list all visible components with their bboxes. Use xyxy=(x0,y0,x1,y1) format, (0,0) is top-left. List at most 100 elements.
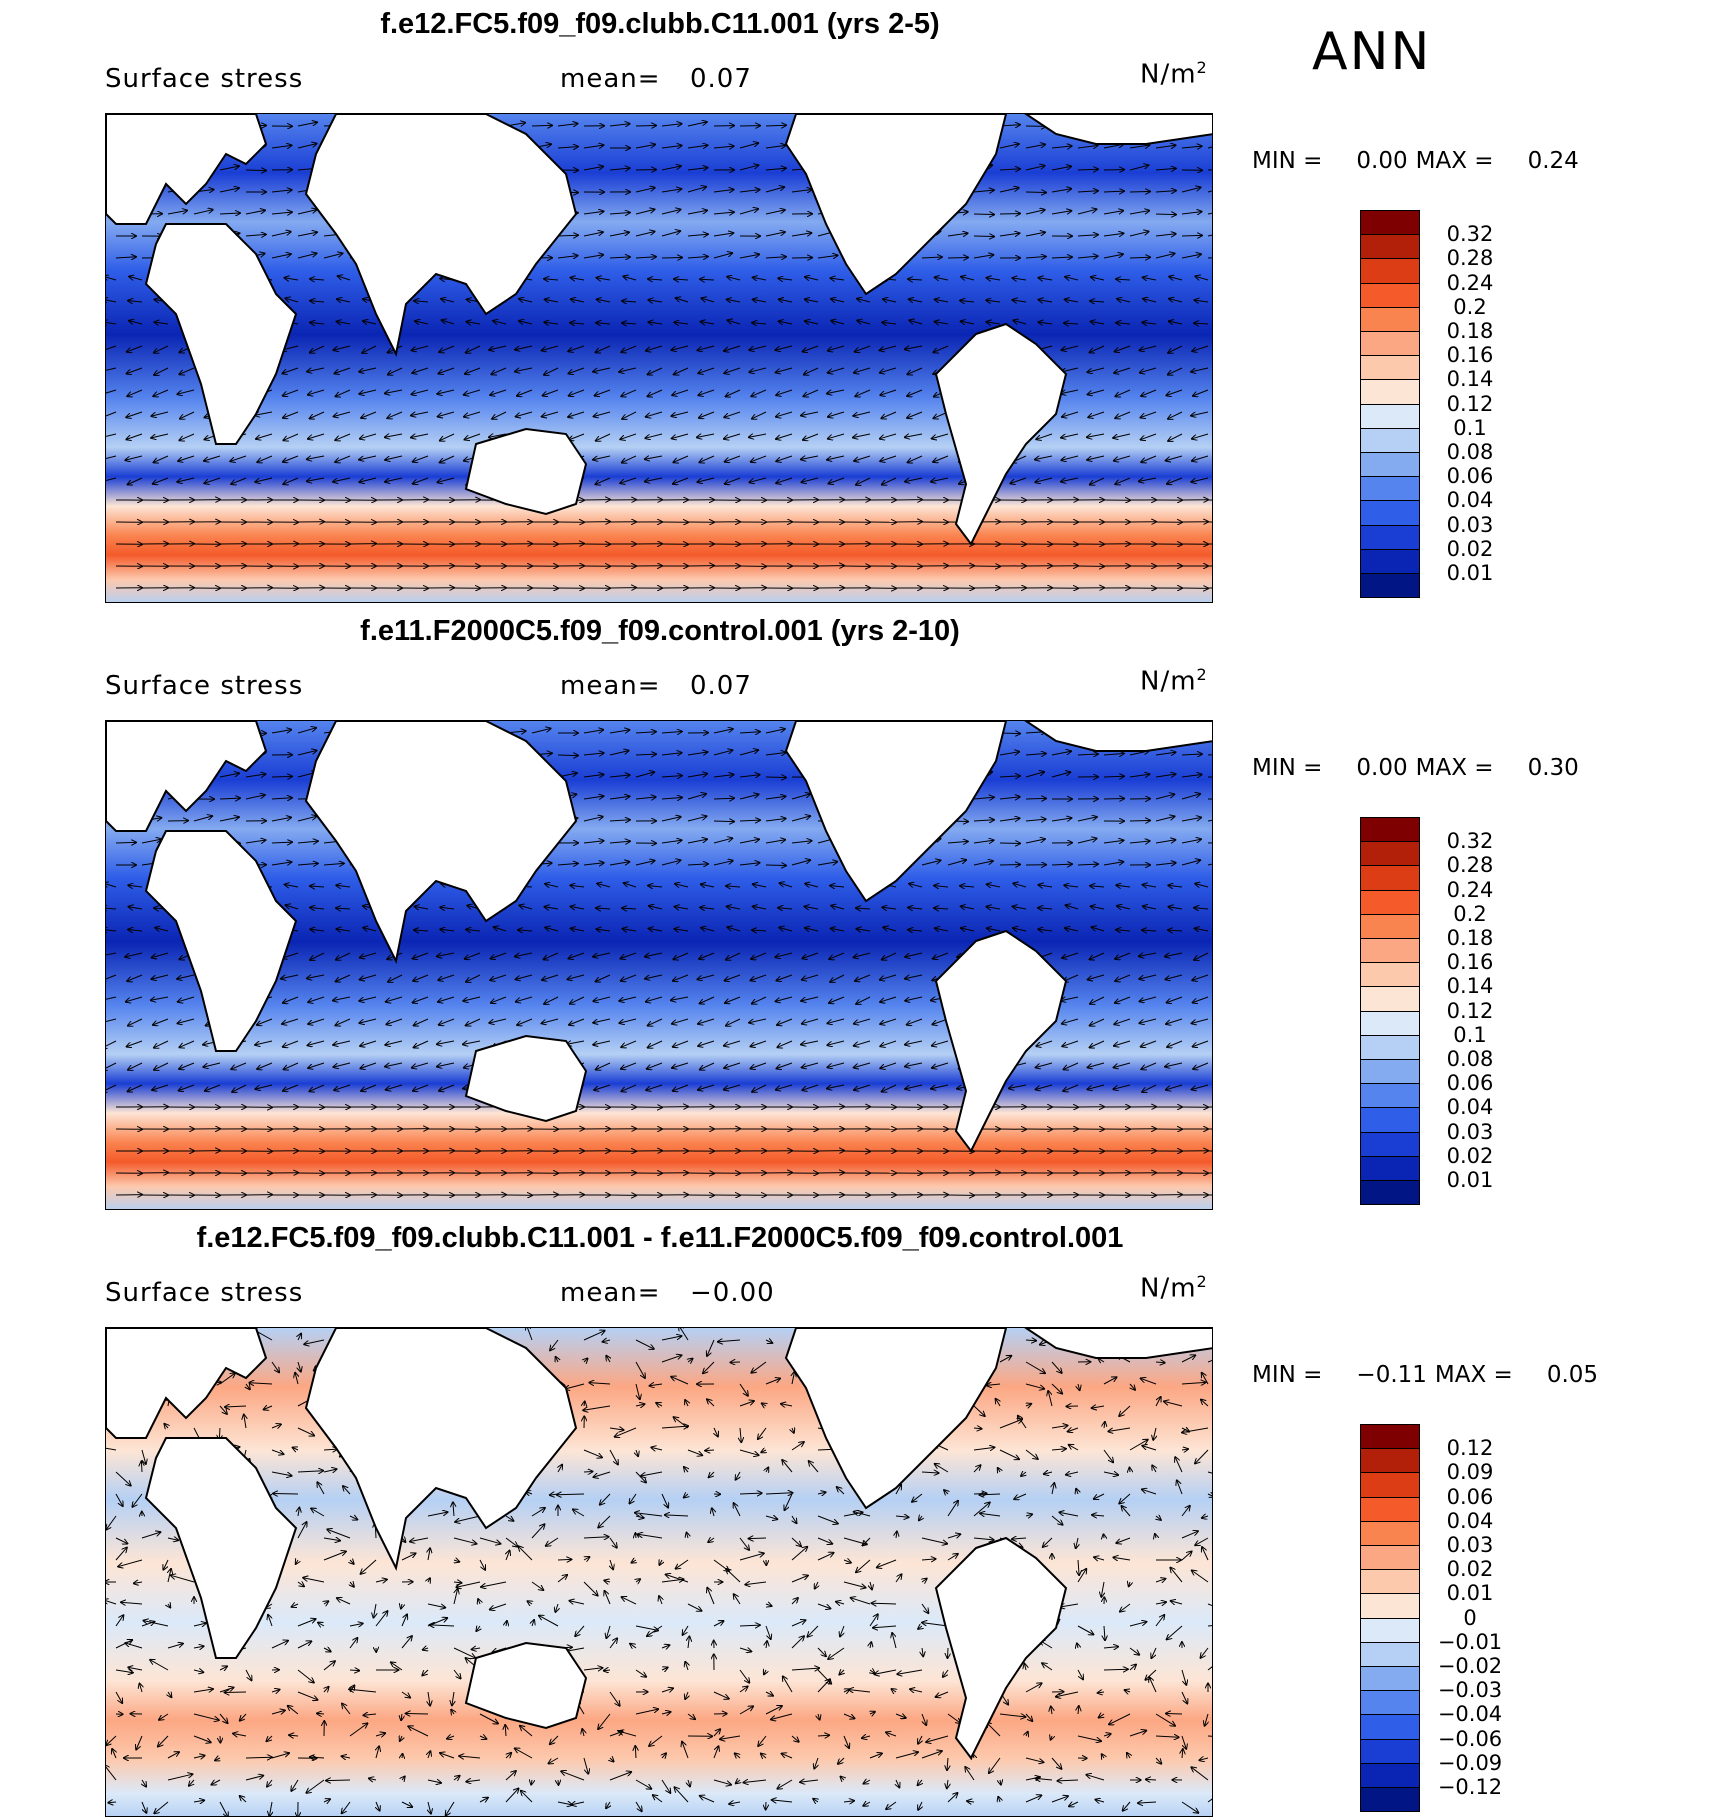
legend-swatch xyxy=(1360,1035,1420,1060)
legend-label: 0.02 xyxy=(1430,1146,1510,1167)
legend-label: 0.18 xyxy=(1430,321,1510,342)
legend-label: −0.01 xyxy=(1430,1632,1510,1653)
variable-name: Surface stress xyxy=(105,64,303,94)
legend-label: −0.02 xyxy=(1430,1656,1510,1677)
legend-swatch xyxy=(1360,1593,1420,1618)
legend-label: 0.03 xyxy=(1430,1535,1510,1556)
legend-label: 0.06 xyxy=(1430,466,1510,487)
units-base: N/m xyxy=(1140,1274,1197,1304)
legend-label: 0.1 xyxy=(1430,418,1510,439)
legend-swatch xyxy=(1360,525,1420,550)
legend-label: 0.1 xyxy=(1430,1025,1510,1046)
legend-swatch xyxy=(1360,1472,1420,1497)
season-label: ANN xyxy=(1312,22,1431,82)
legend-label: 0.2 xyxy=(1430,297,1510,318)
legend-swatch xyxy=(1360,1618,1420,1643)
max-value: 0.05 xyxy=(1547,1362,1598,1388)
units-exponent: 2 xyxy=(1197,58,1208,77)
legend-label: 0.28 xyxy=(1430,248,1510,269)
legend-label: 0.04 xyxy=(1430,490,1510,511)
legend-swatch xyxy=(1360,1763,1420,1788)
panel-title: f.e12.FC5.f09_f09.clubb.C11.001 - f.e11.… xyxy=(0,1222,1320,1255)
legend-swatch xyxy=(1360,1787,1420,1812)
legend-swatch xyxy=(1360,234,1420,259)
legend-label: 0.14 xyxy=(1430,976,1510,997)
legend-swatch xyxy=(1360,1011,1420,1036)
legend-swatch xyxy=(1360,1714,1420,1739)
min-max-readout: MIN = 0.00 MAX = 0.30 xyxy=(1252,755,1587,781)
legend-label: 0.08 xyxy=(1430,442,1510,463)
panel-title: f.e11.F2000C5.f09_f09.control.001 (yrs 2… xyxy=(0,615,1320,648)
map-canvas xyxy=(106,114,1213,603)
legend-swatch xyxy=(1360,331,1420,356)
legend-swatch xyxy=(1360,890,1420,915)
legend-swatch xyxy=(1360,355,1420,380)
min-value: −0.11 xyxy=(1356,1362,1426,1388)
map-plot xyxy=(105,113,1213,603)
legend-swatch xyxy=(1360,1497,1420,1522)
mean-value: 0.07 xyxy=(690,64,752,94)
legend-label: 0.01 xyxy=(1430,1583,1510,1604)
legend-swatch xyxy=(1360,1180,1420,1205)
max-value: 0.24 xyxy=(1528,148,1579,174)
legend-swatch xyxy=(1360,1424,1420,1449)
legend-label: 0.2 xyxy=(1430,904,1510,925)
map-canvas xyxy=(106,1328,1213,1817)
legend-swatch xyxy=(1360,307,1420,332)
legend-label: 0 xyxy=(1430,1608,1510,1629)
legend-swatch xyxy=(1360,817,1420,842)
legend-swatch xyxy=(1360,404,1420,429)
legend-swatch xyxy=(1360,428,1420,453)
legend-label: 0.32 xyxy=(1430,831,1510,852)
legend-swatch xyxy=(1360,1448,1420,1473)
max-label: MAX = xyxy=(1435,1362,1513,1388)
legend-swatch xyxy=(1360,865,1420,890)
map-plot xyxy=(105,1327,1213,1817)
legend-label: 0.04 xyxy=(1430,1097,1510,1118)
min-value: 0.00 xyxy=(1356,755,1407,781)
legend-label: 0.14 xyxy=(1430,369,1510,390)
legend-label: 0.02 xyxy=(1430,1559,1510,1580)
mean-label: mean= xyxy=(560,671,661,701)
legend-swatch xyxy=(1360,1690,1420,1715)
units-base: N/m xyxy=(1140,667,1197,697)
legend-label: 0.06 xyxy=(1430,1073,1510,1094)
legend-swatch xyxy=(1360,1545,1420,1570)
max-value: 0.30 xyxy=(1528,755,1579,781)
variable-name: Surface stress xyxy=(105,671,303,701)
legend-swatch xyxy=(1360,452,1420,477)
legend-label: −0.12 xyxy=(1430,1777,1510,1798)
legend-label: −0.06 xyxy=(1430,1729,1510,1750)
legend-label: 0.12 xyxy=(1430,394,1510,415)
units: N/m2 xyxy=(1140,58,1208,90)
max-label: MAX = xyxy=(1416,755,1494,781)
legend-label: 0.16 xyxy=(1430,952,1510,973)
mean-label: mean= xyxy=(560,64,661,94)
legend-label: −0.09 xyxy=(1430,1753,1510,1774)
legend-label: −0.03 xyxy=(1430,1680,1510,1701)
units-exponent: 2 xyxy=(1197,1272,1208,1291)
legend-label: 0.03 xyxy=(1430,515,1510,536)
legend-swatch xyxy=(1360,1569,1420,1594)
mean-label: mean= xyxy=(560,1278,661,1308)
legend-swatch xyxy=(1360,210,1420,235)
legend-swatch xyxy=(1360,962,1420,987)
mean-value: −0.00 xyxy=(690,1278,775,1308)
max-label: MAX = xyxy=(1416,148,1494,174)
legend-swatch xyxy=(1360,1132,1420,1157)
legend-swatch xyxy=(1360,500,1420,525)
legend-swatch xyxy=(1360,1156,1420,1181)
legend-label: 0.06 xyxy=(1430,1487,1510,1508)
legend-swatch xyxy=(1360,1739,1420,1764)
legend-label: 0.24 xyxy=(1430,880,1510,901)
legend-swatch xyxy=(1360,1666,1420,1691)
variable-name: Surface stress xyxy=(105,1278,303,1308)
legend-label: 0.01 xyxy=(1430,1170,1510,1191)
units: N/m2 xyxy=(1140,1272,1208,1304)
legend-label: 0.24 xyxy=(1430,273,1510,294)
min-label: MIN = xyxy=(1252,755,1322,781)
legend-swatch xyxy=(1360,1107,1420,1132)
legend-label: 0.18 xyxy=(1430,928,1510,949)
